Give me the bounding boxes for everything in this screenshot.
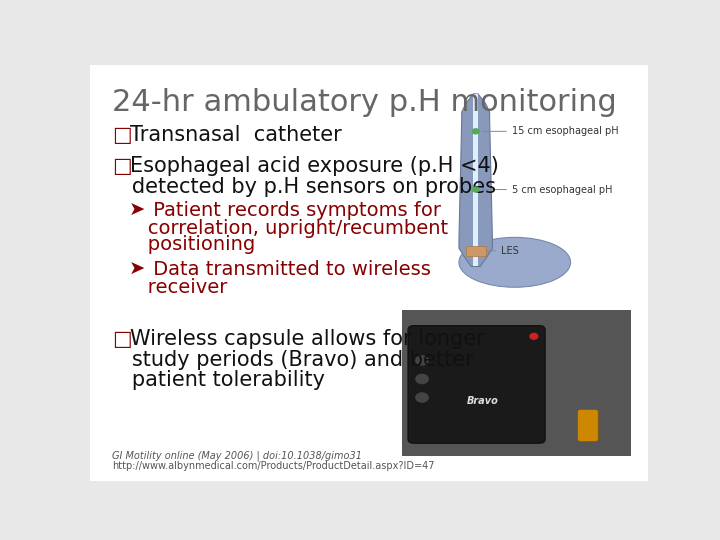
Text: □: □ [112,329,132,349]
Ellipse shape [459,238,570,287]
Text: positioning: positioning [129,235,256,254]
Text: 15 cm esophageal pH: 15 cm esophageal pH [512,126,618,136]
Text: study periods (Bravo) and better: study periods (Bravo) and better [112,349,474,369]
Text: Bravo: Bravo [467,396,499,406]
FancyBboxPatch shape [86,62,652,483]
Circle shape [530,333,538,339]
Text: Esophageal acid exposure (p.H <4): Esophageal acid exposure (p.H <4) [130,156,499,176]
Text: GI Motility online (May 2006) | doi:10.1038/gimo31: GI Motility online (May 2006) | doi:10.1… [112,450,362,461]
Text: 24-hr ambulatory p.H monitoring: 24-hr ambulatory p.H monitoring [112,87,617,117]
FancyBboxPatch shape [402,310,631,456]
Text: LES: LES [501,246,518,256]
Text: detected by p.H sensors on probes: detected by p.H sensors on probes [112,177,496,197]
FancyBboxPatch shape [408,326,545,443]
Text: ➤: ➤ [129,260,145,279]
Polygon shape [459,94,492,266]
Text: ➤: ➤ [129,201,145,220]
Text: 5 cm esophageal pH: 5 cm esophageal pH [512,185,613,194]
Text: correlation, upright/recumbent: correlation, upright/recumbent [129,219,448,238]
Text: Wireless capsule allows for longer: Wireless capsule allows for longer [130,329,485,349]
Text: http://www.albynmedical.com/Products/ProductDetail.aspx?ID=47: http://www.albynmedical.com/Products/Pro… [112,461,435,471]
Text: Patient records symptoms for: Patient records symptoms for [147,201,441,220]
Text: □: □ [112,156,132,176]
Text: □: □ [112,125,132,145]
Circle shape [472,187,479,192]
Text: Data transmitted to wireless: Data transmitted to wireless [147,260,431,279]
Text: Transnasal  catheter: Transnasal catheter [130,125,342,145]
FancyBboxPatch shape [577,409,598,442]
Circle shape [472,129,479,134]
Circle shape [416,393,428,402]
Text: patient tolerability: patient tolerability [112,370,325,390]
Polygon shape [473,94,479,266]
Circle shape [416,374,428,383]
FancyBboxPatch shape [466,246,486,256]
Circle shape [416,356,428,365]
Text: receiver: receiver [129,278,228,296]
